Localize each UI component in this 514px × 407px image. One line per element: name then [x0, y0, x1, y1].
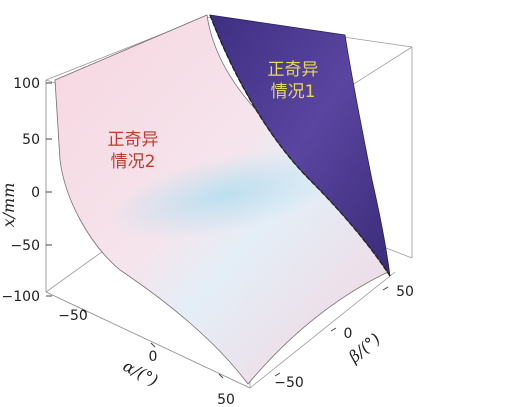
alpha-tick-label: 50: [217, 392, 235, 407]
surface-highlight: [107, 150, 343, 240]
beta-tick-label: −50: [274, 375, 304, 391]
alpha-tick-label: −50: [58, 308, 88, 324]
z-tick-label: 0: [31, 185, 40, 201]
z-axis-label: x/mm: [0, 183, 18, 228]
case2-line2: 情况2: [111, 152, 156, 172]
z-tick-label: −50: [10, 238, 40, 254]
case2-line1: 正奇异: [108, 130, 159, 150]
region-label-case1: 正奇异 情况1: [268, 60, 319, 102]
beta-tick-label: 0: [344, 326, 353, 342]
front-edges: [45, 80, 251, 389]
case1-line2: 情况1: [271, 82, 316, 102]
region-label-case2: 正奇异 情况2: [108, 130, 159, 172]
z-tick-label: 50: [22, 132, 40, 148]
beta-tick-label: 50: [396, 284, 414, 300]
intersection-curve: [209, 14, 391, 277]
alpha-tick-label: 0: [149, 349, 158, 365]
case1-line1: 正奇异: [268, 60, 319, 80]
z-tick-label: 100: [13, 76, 40, 92]
z-tick-label: −100: [2, 289, 40, 305]
z-axis: 100 50 0 −50 −100 x/mm: [0, 76, 52, 305]
